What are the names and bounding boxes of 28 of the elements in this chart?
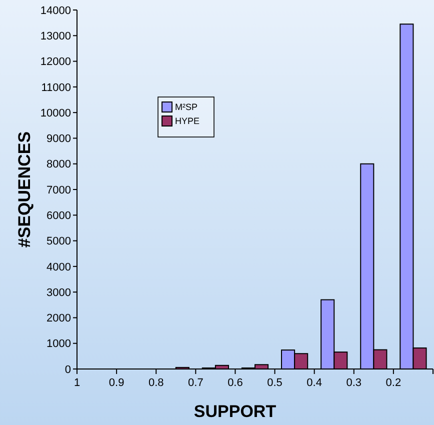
x-tick-label: 1 xyxy=(74,377,80,389)
y-tick-label: 13000 xyxy=(40,30,71,42)
x-tick-label: 0.3 xyxy=(346,377,362,389)
legend-label: M²SP xyxy=(175,102,198,112)
y-tick-label: 5000 xyxy=(46,236,71,248)
y-tick-label: 7000 xyxy=(46,184,71,196)
x-tick-label: 0.7 xyxy=(188,377,204,389)
y-tick-label: 4000 xyxy=(46,261,71,274)
y-tick-label: 11000 xyxy=(41,82,71,94)
legend-label: HYPE xyxy=(175,116,200,126)
y-tick-label: 8000 xyxy=(46,158,71,171)
x-tick-label: 0.9 xyxy=(108,377,124,389)
x-tick-label: 0.6 xyxy=(228,377,243,389)
x-tick-label: 0.2 xyxy=(386,377,402,389)
y-tick-label: 14000 xyxy=(40,4,71,17)
y-tick-label: 6000 xyxy=(46,210,71,222)
y-tick-label: 1000 xyxy=(46,338,71,350)
y-tick-label: 10000 xyxy=(40,107,71,120)
y-tick-label: 9000 xyxy=(46,133,71,146)
x-axis-title: SUPPORT xyxy=(194,402,277,421)
x-tick-label: 0.5 xyxy=(267,377,282,389)
x-tick-label: 0.8 xyxy=(148,377,164,389)
y-axis-title: #SEQUENCES xyxy=(15,131,34,248)
y-tick-label: 0 xyxy=(64,364,71,376)
x-tick-label: 0.4 xyxy=(306,377,322,389)
y-tick-label: 3000 xyxy=(46,286,71,299)
y-tick-label: 2000 xyxy=(46,312,71,325)
y-tick-label: 12000 xyxy=(40,56,71,68)
